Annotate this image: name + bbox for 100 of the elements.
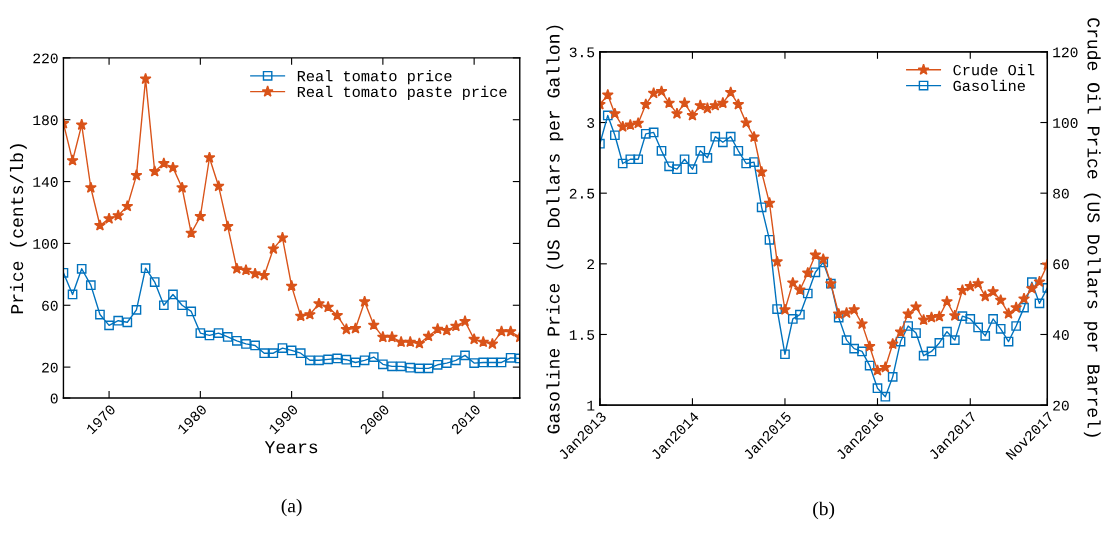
y2-tick-label: 100 <box>1053 118 1078 128</box>
point <box>995 323 1006 334</box>
point <box>724 86 737 98</box>
point <box>323 354 333 365</box>
point <box>856 317 869 330</box>
point <box>495 325 508 337</box>
point <box>756 202 767 213</box>
point <box>84 181 97 193</box>
point <box>423 363 434 374</box>
point <box>350 357 361 368</box>
point <box>349 322 362 334</box>
point <box>818 257 829 268</box>
point <box>857 346 867 357</box>
point <box>602 110 613 121</box>
point <box>268 348 279 359</box>
point <box>1027 277 1037 288</box>
point <box>195 328 206 338</box>
point <box>322 300 335 313</box>
point <box>112 209 125 221</box>
point <box>702 152 713 163</box>
point <box>911 328 921 338</box>
point <box>396 361 406 372</box>
point <box>749 157 759 167</box>
point <box>413 337 426 349</box>
point <box>980 331 991 341</box>
point <box>367 318 380 331</box>
point <box>277 343 288 353</box>
point <box>376 330 389 343</box>
point <box>131 305 142 315</box>
point <box>725 131 736 142</box>
point <box>994 293 1007 306</box>
point <box>314 355 324 366</box>
point <box>910 300 922 313</box>
point <box>833 312 844 323</box>
point <box>486 337 499 350</box>
point <box>431 322 444 335</box>
point <box>810 267 821 278</box>
point <box>871 364 884 376</box>
point <box>972 277 985 289</box>
point <box>894 325 907 338</box>
point <box>786 276 799 289</box>
point <box>387 361 397 372</box>
point <box>639 98 652 110</box>
point <box>1025 282 1038 294</box>
point <box>633 154 644 165</box>
y-tick-label: 1 <box>587 400 595 411</box>
point <box>122 317 133 328</box>
point <box>158 300 169 311</box>
point <box>286 345 297 356</box>
point <box>1018 292 1030 304</box>
point <box>848 303 861 315</box>
point <box>663 96 676 109</box>
point <box>76 263 87 274</box>
point <box>1034 298 1045 309</box>
point <box>104 320 114 331</box>
point <box>679 154 690 165</box>
x-axis-title: Years <box>264 441 318 454</box>
point <box>157 157 170 169</box>
point <box>918 350 929 361</box>
point <box>732 98 745 110</box>
point <box>672 164 682 175</box>
point <box>276 231 289 244</box>
point <box>616 120 629 132</box>
point <box>378 359 388 370</box>
point <box>121 200 134 212</box>
legend-label: Crude Oil <box>953 64 1035 76</box>
point <box>608 107 621 119</box>
point <box>176 181 189 193</box>
point <box>787 314 798 324</box>
point <box>1010 301 1023 313</box>
point <box>441 358 452 368</box>
point <box>304 355 315 366</box>
point <box>670 107 683 119</box>
y-tick-label: 60 <box>42 300 58 311</box>
point <box>933 310 946 322</box>
point <box>449 319 462 332</box>
point <box>185 226 198 239</box>
point <box>948 309 961 321</box>
point <box>487 357 498 368</box>
point <box>617 158 628 169</box>
point <box>222 332 233 342</box>
point <box>395 335 408 348</box>
point <box>801 266 814 279</box>
point <box>130 169 143 181</box>
point <box>841 335 852 345</box>
point <box>250 340 260 351</box>
point <box>678 96 691 109</box>
point <box>694 99 707 111</box>
point <box>656 145 667 156</box>
point <box>341 354 352 365</box>
point <box>469 358 479 368</box>
point <box>414 363 425 374</box>
point <box>204 330 215 341</box>
point <box>231 335 242 346</box>
point <box>934 338 945 348</box>
y-tick-label: 140 <box>33 177 58 187</box>
point <box>386 330 398 343</box>
point <box>879 361 892 373</box>
point <box>1011 321 1022 331</box>
point <box>695 145 706 156</box>
